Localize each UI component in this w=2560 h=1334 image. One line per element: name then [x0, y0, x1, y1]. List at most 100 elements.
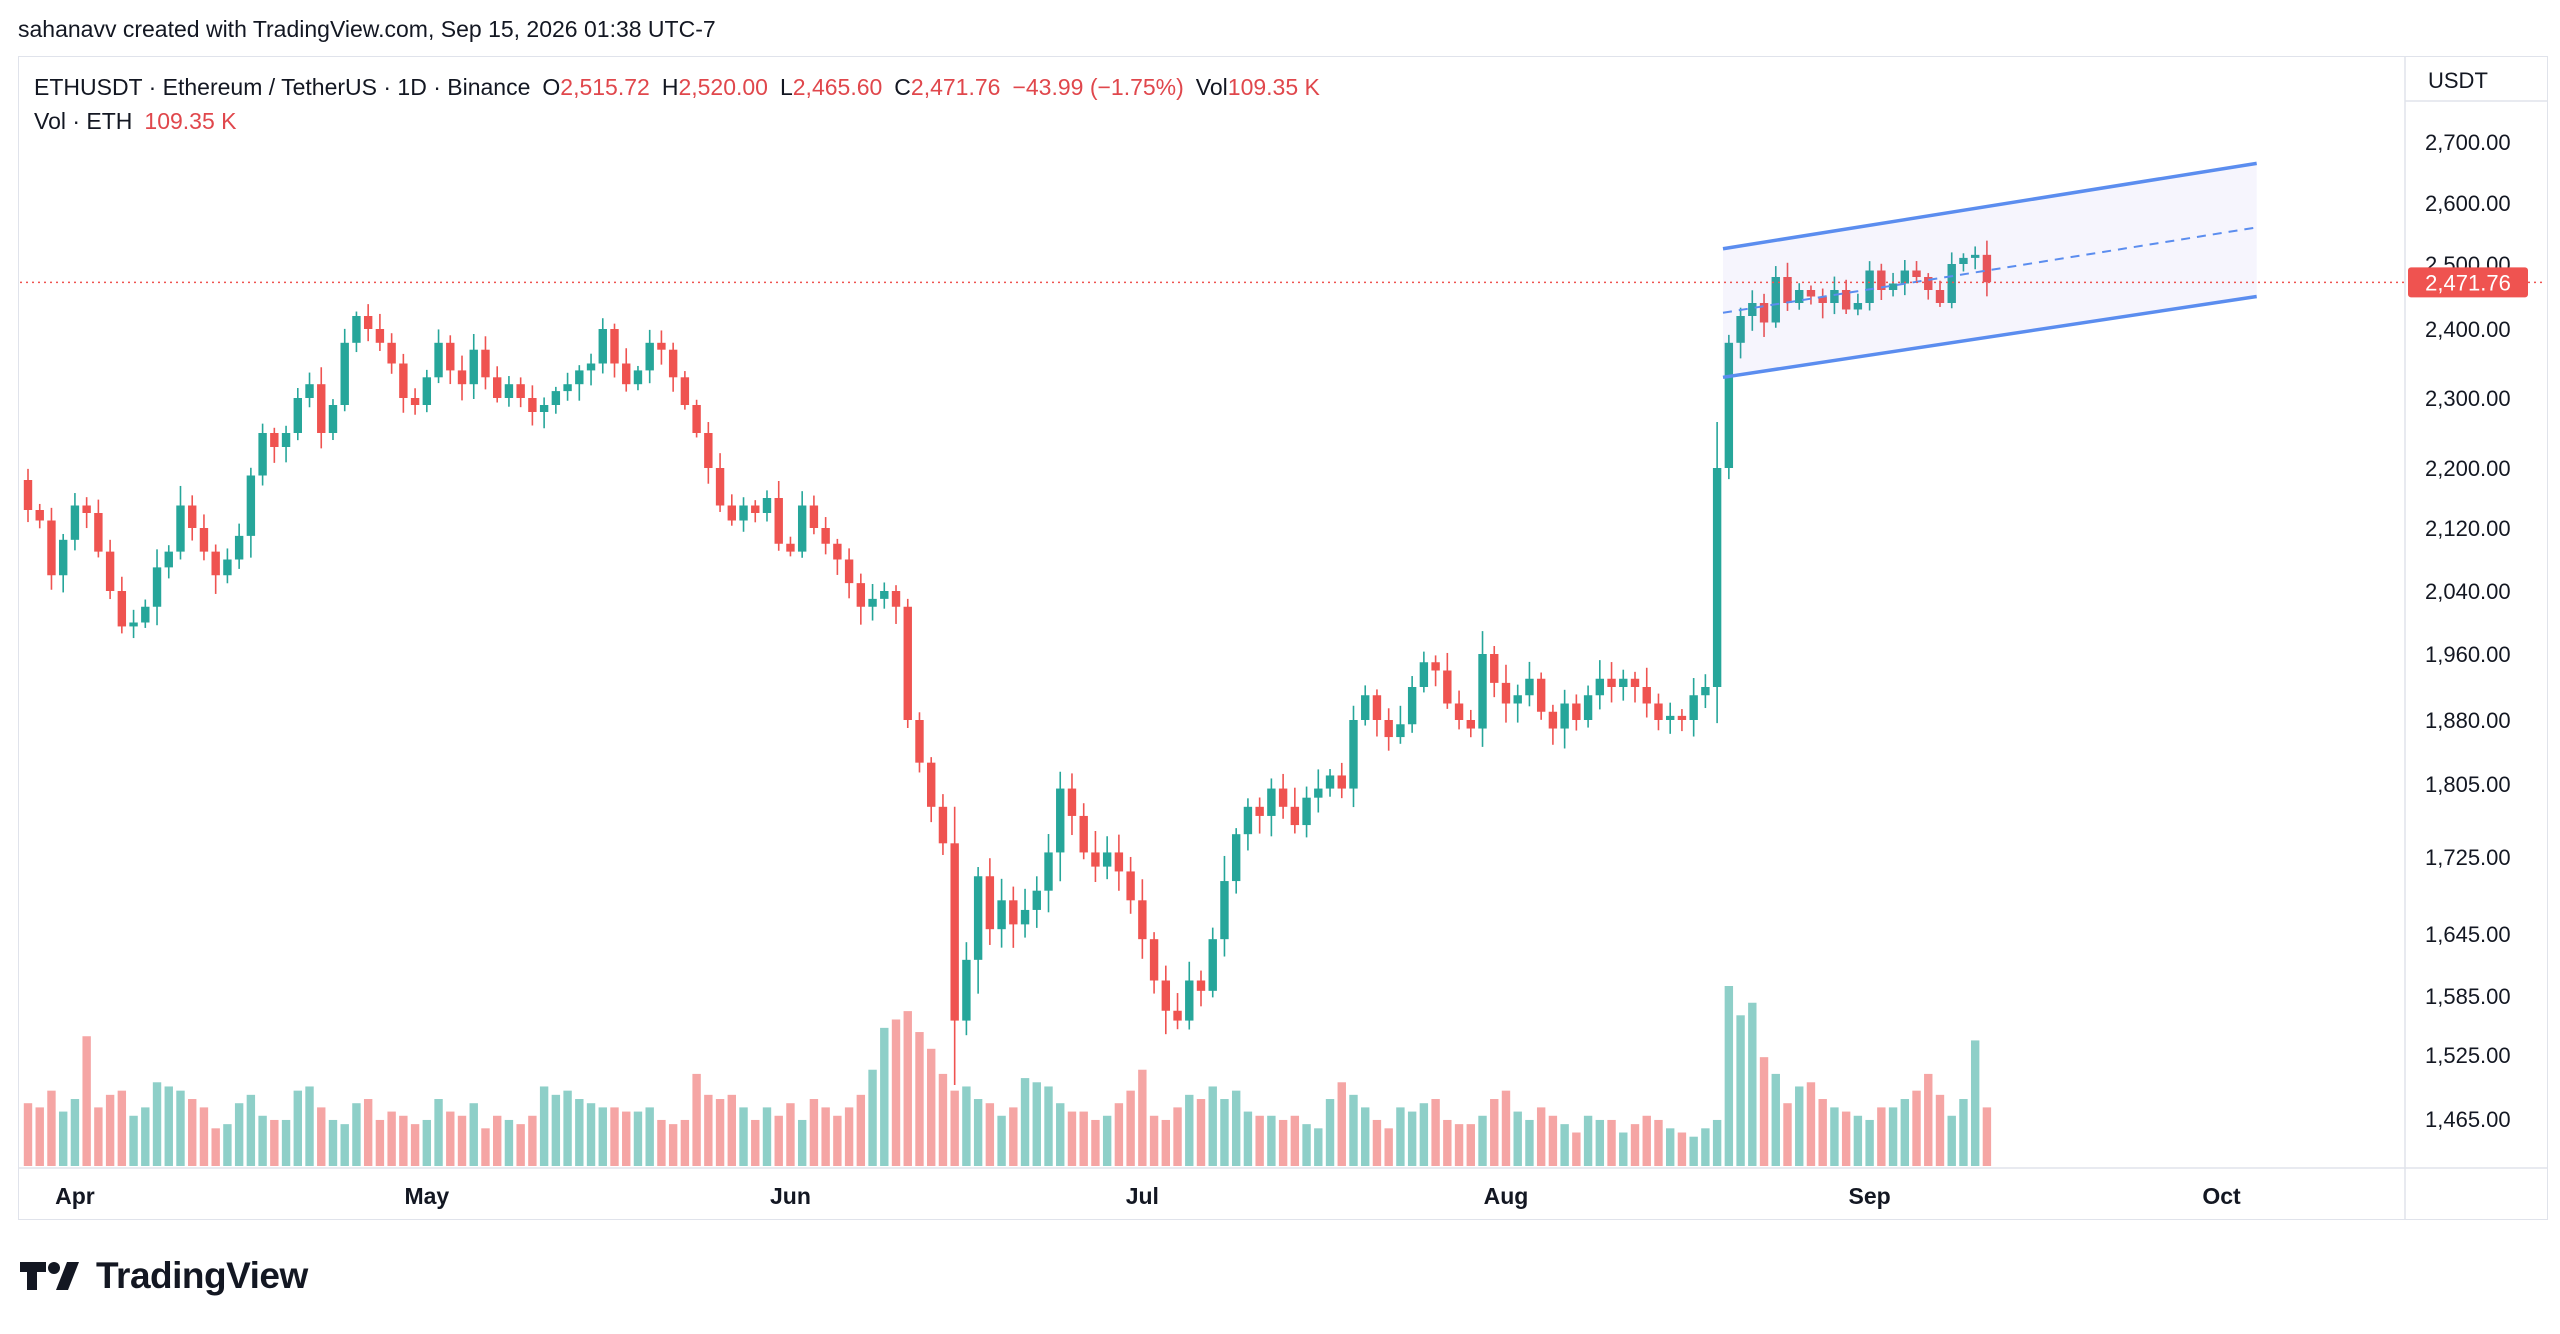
volume-bar	[938, 1073, 948, 1166]
candle-body	[82, 505, 91, 513]
volume-bar	[903, 1011, 912, 1166]
volume-bar	[281, 1119, 291, 1166]
candle-body	[1443, 670, 1452, 704]
candle-body	[563, 384, 572, 392]
channel-lower-line	[1722, 294, 2257, 380]
candle-body	[1712, 468, 1722, 687]
volume-bar	[1853, 1115, 1863, 1166]
y-tick-label: 1,585.00	[2425, 984, 2511, 1009]
last-price-tag	[2408, 267, 2528, 298]
candle-body	[35, 510, 44, 521]
volume-bar	[1102, 1115, 1112, 1166]
volume-bar	[152, 1082, 162, 1166]
y-tick-label: 2,600.00	[2425, 191, 2511, 216]
tradingview-logo[interactable]: TradingView	[20, 1255, 308, 1297]
volume-bar	[1079, 1111, 1088, 1166]
candle-body	[786, 543, 795, 552]
candle-body	[1888, 283, 1898, 290]
volume-bar	[328, 1119, 338, 1166]
candle-body	[469, 349, 478, 385]
volume-bar	[1630, 1124, 1640, 1166]
vol-label: Vol	[1195, 74, 1228, 100]
candle-body	[1091, 852, 1100, 867]
candle-body	[903, 606, 912, 720]
volume-bar	[1666, 1128, 1675, 1166]
volume-bar	[786, 1103, 795, 1166]
candle-body	[164, 551, 173, 568]
candle-body	[1736, 316, 1745, 343]
volume-bar	[1900, 1099, 1909, 1166]
volume-bar	[575, 1099, 584, 1166]
volume-bar	[927, 1048, 936, 1166]
candle-body	[586, 363, 596, 371]
currency-button[interactable]: USDT	[2428, 68, 2488, 93]
volume-bar	[1396, 1107, 1405, 1166]
y-tick-label: 1,525.00	[2425, 1043, 2511, 1068]
candle-body	[58, 539, 68, 576]
candle-body	[211, 551, 220, 576]
y-tick-label: 1,465.00	[2425, 1107, 2511, 1132]
candle-body	[375, 329, 385, 343]
candle-body	[1572, 703, 1581, 720]
candle-body	[1454, 703, 1464, 720]
candle-body	[1583, 695, 1593, 720]
volume-bar	[704, 1094, 713, 1166]
candle-body	[246, 475, 256, 536]
chart-panel[interactable]	[18, 56, 2548, 1220]
candle-body	[1630, 678, 1640, 687]
y-tick-label: 1,645.00	[2425, 922, 2511, 947]
volume-bar	[668, 1124, 678, 1166]
volume-bar	[258, 1115, 267, 1166]
volume-bar	[715, 1099, 725, 1166]
candle-body	[762, 498, 772, 513]
candle-body	[293, 398, 302, 433]
candle-body	[328, 405, 338, 433]
candle-body	[997, 900, 1006, 930]
volume-bar	[1642, 1115, 1651, 1166]
candle-body	[1501, 682, 1511, 704]
close-label: C	[894, 74, 911, 100]
vol-value: 109.35 K	[1227, 74, 1320, 100]
candle-body	[434, 342, 443, 378]
volume-bar	[1525, 1119, 1534, 1166]
candle-body	[387, 342, 396, 364]
volume-bar	[751, 1119, 760, 1166]
volume-bar	[657, 1119, 666, 1166]
candle-body	[1196, 980, 1206, 991]
candle-body	[1290, 806, 1300, 826]
volume-bar	[1959, 1099, 1968, 1166]
candle-body	[1173, 1010, 1182, 1021]
candle-body	[70, 505, 80, 540]
candle-body	[1020, 909, 1030, 925]
y-tick-label: 2,300.00	[2425, 386, 2511, 411]
volume-bar	[1654, 1119, 1663, 1166]
volume-bar	[1290, 1115, 1300, 1166]
candle-body	[481, 349, 490, 378]
volume-bar	[516, 1124, 525, 1166]
candle-body	[270, 433, 279, 447]
volume-bar	[1349, 1094, 1358, 1166]
volume-bar	[270, 1119, 279, 1166]
open-label: O	[542, 74, 561, 100]
low-value: 2,465.60	[792, 74, 883, 100]
volume-bar	[680, 1119, 690, 1166]
chart-attribution: sahanavv created with TradingView.com, S…	[18, 16, 716, 42]
volume-bar	[1126, 1090, 1135, 1166]
candle-body	[446, 342, 455, 371]
volume-bar	[422, 1119, 432, 1166]
x-tick-label: Oct	[2202, 1183, 2241, 1209]
volume-bar	[1736, 1015, 1745, 1166]
channel-midline	[1722, 226, 2257, 314]
volume-bar	[1877, 1107, 1886, 1166]
candle-body	[1114, 852, 1124, 872]
volume-bar	[1888, 1107, 1898, 1166]
candle-body	[1478, 654, 1487, 729]
candle-body	[105, 551, 115, 591]
candle-body	[516, 384, 525, 398]
y-tick-label: 1,725.00	[2425, 845, 2511, 870]
candle-body	[1314, 788, 1323, 798]
volume-bar	[1091, 1119, 1100, 1166]
volume-bar	[141, 1107, 150, 1166]
candle-body	[234, 535, 244, 560]
